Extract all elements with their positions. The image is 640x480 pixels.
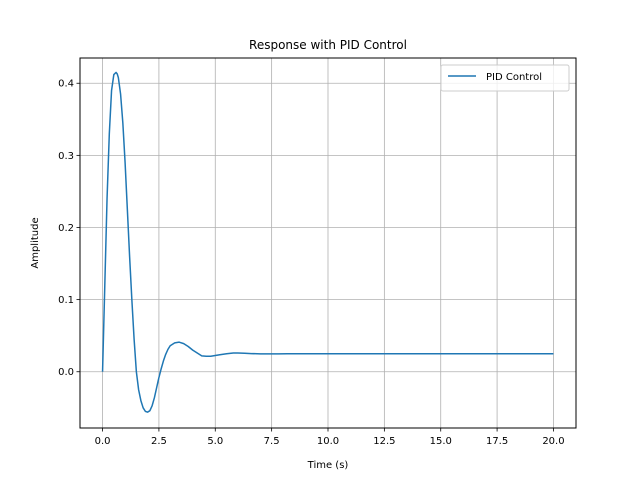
x-tick-label: 7.5 xyxy=(264,436,280,447)
x-tick-label: 2.5 xyxy=(151,436,167,447)
y-axis-label: Amplitude xyxy=(30,217,41,268)
x-tick-label: 15.0 xyxy=(430,436,452,447)
y-tick-label: 0.0 xyxy=(58,367,74,378)
series-layer xyxy=(101,71,554,413)
grid xyxy=(80,58,576,428)
legend-label: PID Control xyxy=(486,72,542,83)
legend: PID Control xyxy=(440,64,570,92)
series-line xyxy=(101,71,554,413)
x-tick-label: 5.0 xyxy=(207,436,223,447)
x-tick-label: 10.0 xyxy=(317,436,339,447)
y-tick-label: 0.3 xyxy=(58,151,74,162)
y-tick-label: 0.4 xyxy=(58,79,74,90)
chart-title: Response with PID Control xyxy=(249,38,407,52)
ticks: 0.0 2.5 5.0 7.5 10.0 12.5 15.0 17.5 20.0 0.0 0.1 0.… xyxy=(58,79,564,447)
x-tick-label: 20.0 xyxy=(542,436,564,447)
x-axis-label: Time (s) xyxy=(307,460,349,471)
x-tick-label: 0.0 xyxy=(95,436,111,447)
x-tick-label: 12.5 xyxy=(373,436,395,447)
legend-box xyxy=(440,64,570,92)
y-tick-label: 0.1 xyxy=(58,295,74,306)
y-tick-label: 0.2 xyxy=(58,223,74,234)
x-tick-label: 17.5 xyxy=(486,436,508,447)
